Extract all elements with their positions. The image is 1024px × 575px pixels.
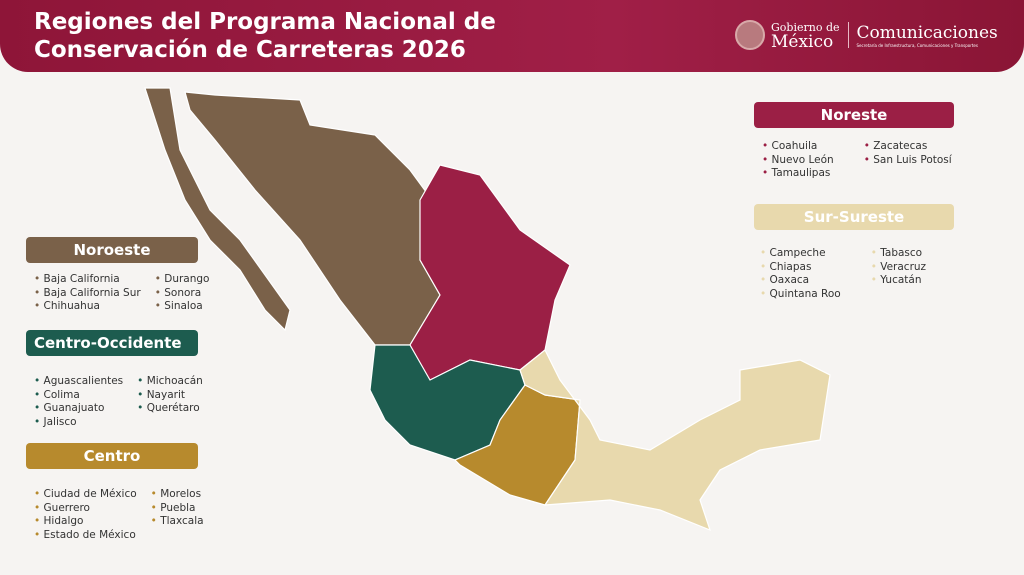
list-item: Sinaloa [155,300,210,314]
list-item: Veracruz [871,261,926,275]
map-region-noroeste-baja [144,87,291,332]
list-item: Quintana Roo [760,288,841,302]
list-item: Nayarit [137,389,203,403]
list-item: San Luis Potosí [864,154,951,168]
state-list-noreste: Coahuila Zacatecas Nuevo León San Luis Pot… [762,140,952,181]
state-list-sur-sureste: Campeche Tabasco Chiapas Veracruz Oaxaca Yu… [760,247,927,302]
list-item: Guanajuato [34,402,123,416]
list-item: Baja California [34,273,141,287]
state-list-noroeste: Baja California Durango Baja California S… [34,273,210,314]
list-item: Colima [34,389,123,403]
page-title: Regiones del Programa Nacional de Conserv… [34,8,496,64]
region-label-centro-occidente: Centro-Occidente [26,330,198,356]
logo-dept: Comunicaciones [856,22,998,43]
map-region-noreste [409,164,571,381]
list-item: Coahuila [762,140,834,154]
list-item: Hidalgo [34,515,137,529]
state-list-centro-occidente: Aguascalientes Michoacán Colima Nayarit Gu… [34,375,203,429]
list-item: Campeche [760,247,841,261]
list-item: Durango [155,273,209,287]
list-item: Tabasco [871,247,926,261]
list-item: Nuevo León [762,154,834,168]
list-item: Tlaxcala [151,515,203,529]
list-item: Morelos [151,488,204,502]
list-item: Tamaulipas [762,167,834,181]
logo-divider [847,22,849,48]
list-item: Querétaro [137,402,203,416]
region-label-centro: Centro [26,443,198,469]
map-region-noroeste [184,91,441,346]
government-logo: Gobierno de México Comunicaciones Secretar… [735,20,998,52]
list-item: Jalisco [34,416,123,430]
state-list-centro: Ciudad de México Morelos Guerrero Puebla H… [34,488,204,542]
list-item: Guerrero [34,502,137,516]
list-item: Michoacán [137,375,203,389]
list-item: Puebla [151,502,204,516]
seal-icon [735,20,765,50]
list-item: Estado de México [34,529,137,543]
list-item: Chiapas [760,261,841,275]
list-item: Zacatecas [864,140,952,154]
logo-gob-line2: México [771,32,834,52]
header-banner: Regiones del Programa Nacional de Conserv… [0,0,1024,72]
logo-gob-line1: Gobierno de [771,21,840,34]
list-item: Ciudad de México [34,488,137,502]
list-item: Baja California Sur [34,287,141,301]
region-label-noroeste: Noroeste [26,237,198,263]
list-item: Chihuahua [34,300,141,314]
logo-dept-sub: Secretaría de Infraestructura, Comunicac… [856,42,978,48]
list-item: Sonora [155,287,210,301]
region-label-sur-sureste: Sur-Sureste [754,204,954,230]
list-item: Oaxaca [760,274,841,288]
region-label-noreste: Noreste [754,102,954,128]
list-item: Yucatán [871,274,926,288]
list-item: Aguascalientes [34,375,124,389]
map-region-sur-sureste [519,349,831,532]
title-line-1: Regiones del Programa Nacional de [34,9,496,35]
title-line-2: Conservación de Carreteras 2026 [34,37,466,63]
